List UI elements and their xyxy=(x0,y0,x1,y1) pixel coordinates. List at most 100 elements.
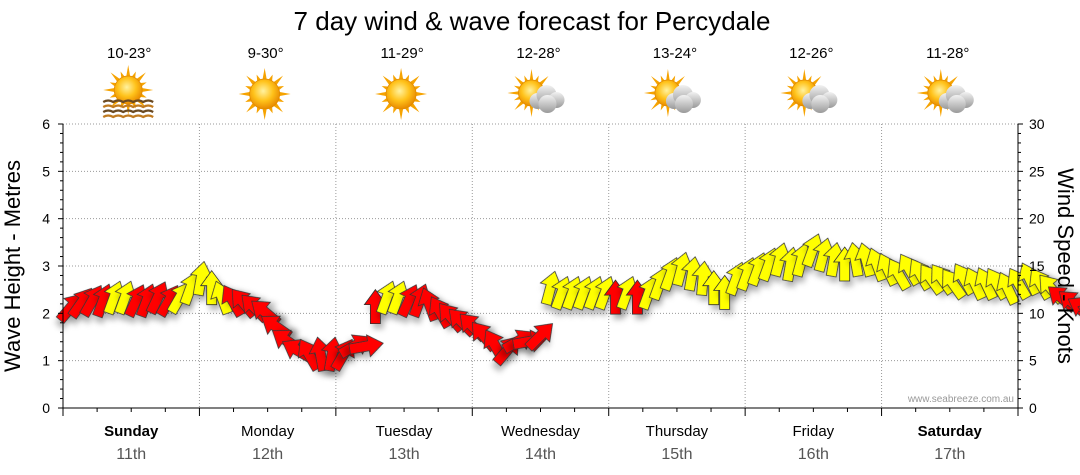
left-tick-label: 2 xyxy=(42,305,50,321)
wind-arrow xyxy=(524,323,554,352)
sun-ray xyxy=(787,100,798,110)
sun-ray xyxy=(787,76,798,86)
day-name-label: Thursday xyxy=(646,423,709,440)
day-date-label: 13th xyxy=(389,446,420,463)
temperature-range: 13-24° xyxy=(653,45,697,62)
sun-icon xyxy=(375,68,428,120)
sun-ray xyxy=(262,107,267,120)
left-tick-label: 5 xyxy=(42,163,50,179)
right-tick-label: 15 xyxy=(1029,258,1045,274)
left-axis-ticks: 0 1 2 3 4 5 6 xyxy=(42,116,63,416)
left-tick-label: 6 xyxy=(42,116,50,132)
wind-arrow xyxy=(1067,296,1080,321)
cloud-puff xyxy=(538,95,557,113)
right-tick-label: 0 xyxy=(1029,400,1037,416)
left-axis-title: Wave Height - Metres xyxy=(0,160,25,372)
right-axis-title: Wind Speed - Knots xyxy=(1053,168,1078,364)
sun-icon xyxy=(238,68,291,120)
wind-arrows xyxy=(55,233,1080,373)
haze-line xyxy=(102,104,154,109)
right-tick-label: 30 xyxy=(1029,116,1045,132)
sun-ray xyxy=(375,91,388,97)
sun-ray xyxy=(103,87,116,93)
day-labels: Sunday 11th Monday 12th Tuesday 13th Wednesday… xyxy=(104,423,982,463)
right-tick-label: 10 xyxy=(1029,305,1045,321)
cloud-shape xyxy=(529,85,565,113)
day-name-label: Tuesday xyxy=(376,423,433,440)
cloud-puff xyxy=(811,95,830,113)
sun-ray xyxy=(923,100,934,110)
day-date-label: 14th xyxy=(525,446,556,463)
day-name-label: Friday xyxy=(793,423,835,440)
day-name-label: Monday xyxy=(241,423,295,440)
sun-ray xyxy=(126,65,131,78)
chart-title: 7 day wind & wave forecast for Percydale xyxy=(294,6,771,36)
temperature-range: 11-29° xyxy=(380,45,423,62)
left-tick-label: 3 xyxy=(42,258,50,274)
wind-arrow xyxy=(417,287,441,323)
day-name-label: Wednesday xyxy=(501,423,580,440)
sun-ray xyxy=(674,76,685,86)
sun-ray xyxy=(514,100,525,110)
cloud-shape xyxy=(665,85,701,113)
day-name-label: Saturday xyxy=(918,423,983,440)
sun-disc xyxy=(249,78,281,110)
left-tick-label: 1 xyxy=(42,353,50,369)
partly-cloudy-icon xyxy=(780,69,838,117)
haze-line xyxy=(102,99,154,104)
partly-cloudy-icon xyxy=(507,69,565,117)
right-tick-label: 5 xyxy=(1029,353,1037,369)
sun-ray xyxy=(398,107,404,120)
watermark: www.seabreeze.com.au xyxy=(907,394,1014,405)
sun-disc xyxy=(385,78,417,110)
temperature-range: 11-28° xyxy=(926,45,969,62)
sun-ray xyxy=(650,100,661,110)
sun-ray xyxy=(529,104,534,117)
sun-ray xyxy=(414,91,428,97)
sun-ray xyxy=(141,87,154,93)
x-axis-ticks xyxy=(62,408,1019,416)
day-date-label: 15th xyxy=(661,446,692,463)
sun-ray xyxy=(802,69,807,82)
day-name-label: Sunday xyxy=(104,423,159,440)
sun-disc xyxy=(113,75,143,105)
sun-rays xyxy=(238,68,291,120)
forecast-row: 10-23° 9-30° 11-29° 12-28° 13-24° 12-26° 11-28… xyxy=(102,45,974,120)
partly-cloudy-icon xyxy=(916,69,974,117)
sun-ray xyxy=(529,69,534,82)
day-date-label: 12th xyxy=(252,446,283,463)
haze-lines xyxy=(102,99,154,119)
left-tick-label: 4 xyxy=(42,211,50,227)
sun-ray xyxy=(643,91,657,95)
right-axis-ticks: 0 5 10 15 20 25 30 xyxy=(1018,116,1045,416)
wind-arrow xyxy=(348,334,384,358)
partly-cloudy-icon xyxy=(643,69,701,117)
day-date-label: 17th xyxy=(934,446,965,463)
cloud-shape xyxy=(938,85,974,113)
sun-ray xyxy=(938,69,943,82)
haze-sun-icon xyxy=(102,65,154,119)
day-date-label: 11th xyxy=(116,446,146,463)
temperature-range: 10-23° xyxy=(107,45,151,62)
sun-ray xyxy=(262,68,267,81)
temperature-range: 12-26° xyxy=(789,45,833,62)
sun-ray xyxy=(278,91,291,97)
cloud-puff xyxy=(674,95,693,113)
right-tick-label: 20 xyxy=(1029,211,1045,227)
cloud-shape xyxy=(802,85,838,113)
temperature-range: 9-30° xyxy=(248,45,284,62)
sun-ray xyxy=(538,76,549,86)
sun-ray xyxy=(666,69,670,82)
sun-ray xyxy=(802,104,807,117)
sun-ray xyxy=(947,76,958,86)
sun-ray xyxy=(238,91,251,97)
cloud-puff xyxy=(947,95,966,113)
sun-ray xyxy=(916,91,929,95)
temperature-range: 12-28° xyxy=(516,45,560,62)
sun-ray xyxy=(938,104,943,117)
left-tick-label: 0 xyxy=(42,400,50,416)
sun-ray xyxy=(811,76,822,86)
sun-ray xyxy=(507,91,520,95)
haze-line xyxy=(102,114,154,119)
